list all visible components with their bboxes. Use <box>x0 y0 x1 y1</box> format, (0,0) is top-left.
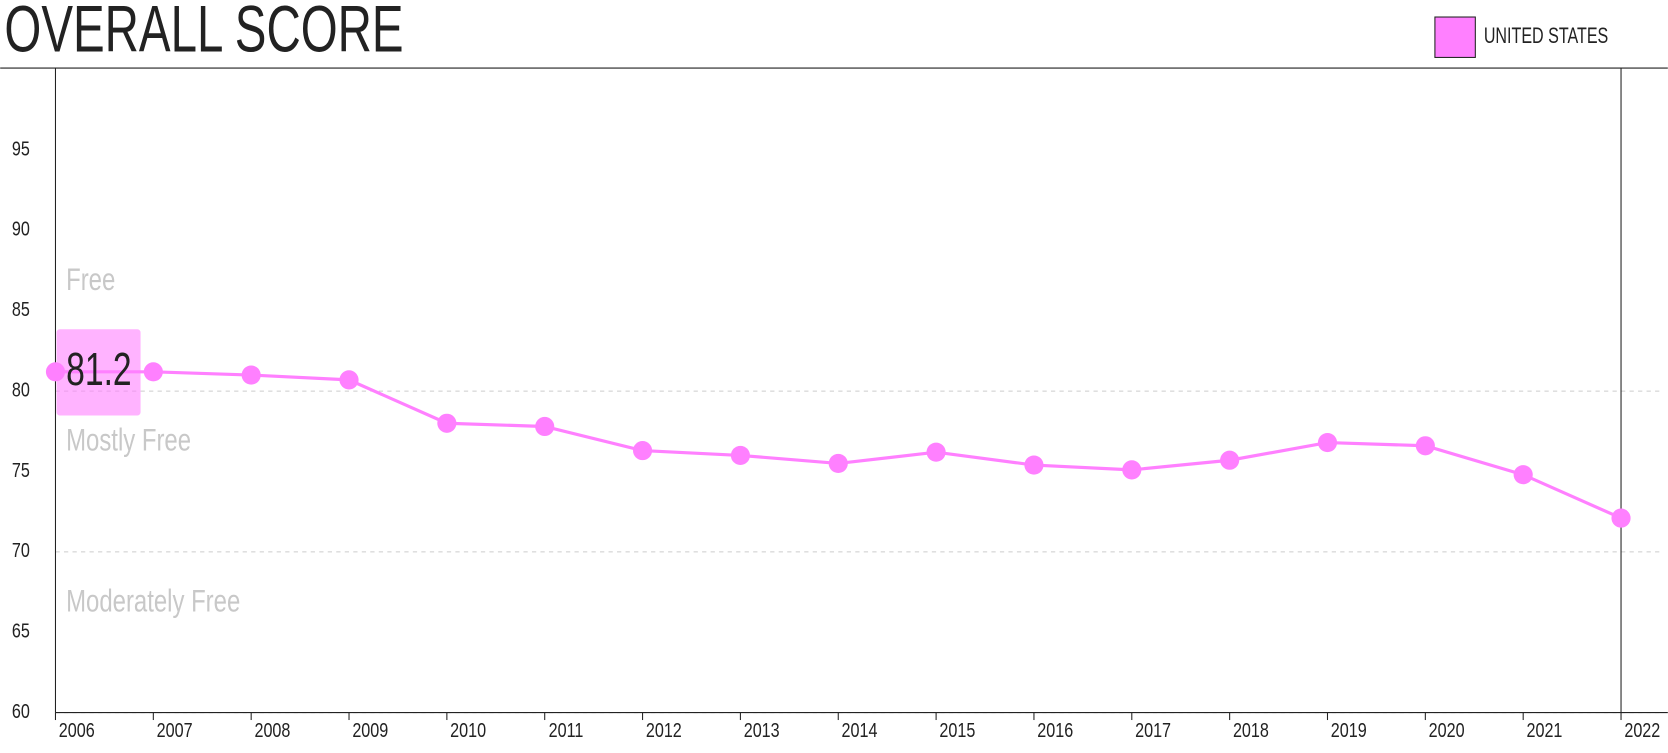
y-tick-label: 75 <box>12 458 30 481</box>
x-tick-label: 2010 <box>450 718 486 741</box>
point <box>1220 450 1240 470</box>
y-tick-label: 90 <box>12 217 30 240</box>
x-tick-label: 2022 <box>1624 718 1660 741</box>
point <box>828 453 848 474</box>
value-highlight <box>56 329 141 416</box>
x-tick-label: 2014 <box>842 718 878 741</box>
x-tick-label: 2016 <box>1037 718 1073 741</box>
zone-label: Moderately Free <box>66 582 240 618</box>
x-tick-label: 2007 <box>157 718 193 741</box>
x-tick-label: 2020 <box>1429 718 1465 741</box>
point <box>632 441 653 461</box>
series-line <box>55 370 1622 520</box>
x-tick-label: 2021 <box>1526 718 1562 741</box>
point <box>1415 436 1435 456</box>
point <box>730 445 750 465</box>
y-tick-label: 70 <box>12 538 30 561</box>
point <box>926 442 946 462</box>
point <box>1513 465 1533 485</box>
y-tick-label: 65 <box>12 619 30 642</box>
x-tick-label: 2006 <box>59 718 95 741</box>
point <box>339 370 359 390</box>
x-tick-label: 2018 <box>1233 718 1269 741</box>
point <box>1024 455 1044 475</box>
x-tick-label: 2012 <box>646 718 682 741</box>
point <box>1122 460 1142 480</box>
chart-title: OVERALL SCORE <box>4 0 403 66</box>
legend-label: UNITED STATES <box>1484 24 1608 49</box>
x-tick-label: 2017 <box>1135 718 1171 741</box>
y-tick-label: 95 <box>12 137 30 160</box>
x-tick-label: 2013 <box>744 718 780 741</box>
legend-swatch <box>1434 16 1476 58</box>
point <box>437 413 457 433</box>
y-tick-label: 60 <box>12 699 30 722</box>
x-tick-label: 2011 <box>549 718 584 741</box>
value-label: 81.2 <box>66 343 132 396</box>
point <box>1611 508 1631 528</box>
y-tick-label: 85 <box>12 297 30 320</box>
zone-label: Free <box>66 261 115 297</box>
x-tick-label: 2019 <box>1331 718 1367 741</box>
x-tick-label: 2009 <box>352 718 388 741</box>
y-tick-label: 80 <box>12 378 30 401</box>
x-tick-label: 2008 <box>254 718 290 741</box>
point <box>1317 432 1338 453</box>
point <box>143 362 163 382</box>
point <box>241 365 261 385</box>
zone-label: Mostly Free <box>66 421 191 457</box>
x-tick-label: 2015 <box>939 718 975 741</box>
point <box>535 416 555 437</box>
